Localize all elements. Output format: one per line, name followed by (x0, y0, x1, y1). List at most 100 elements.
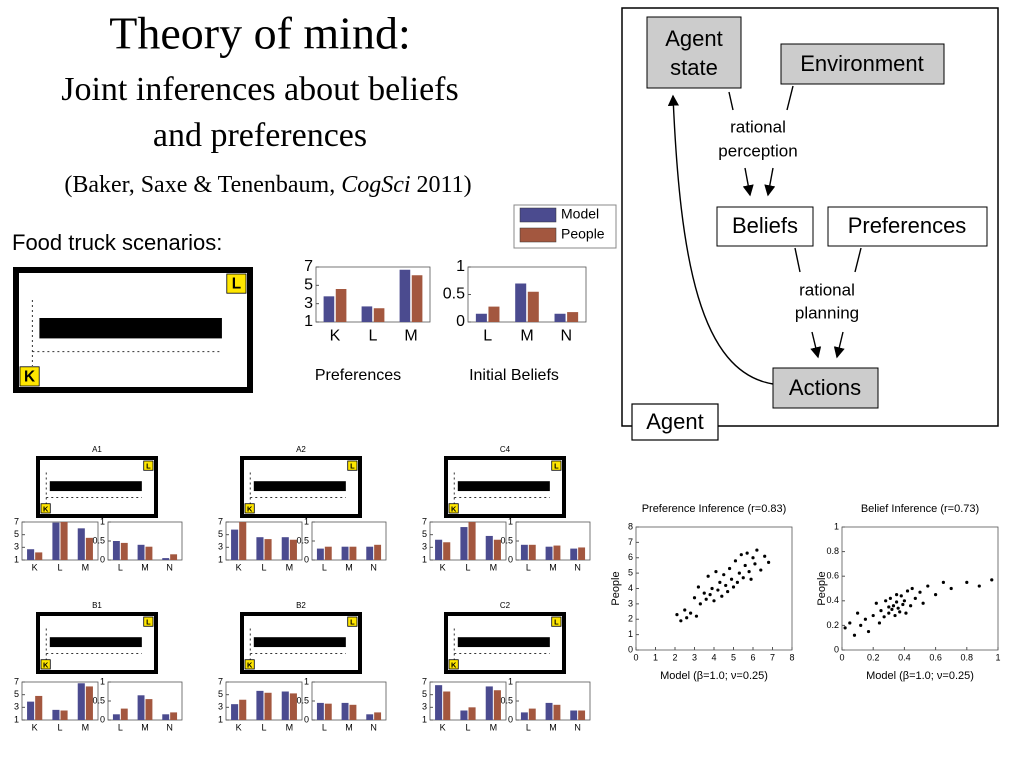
map-marker (244, 659, 255, 670)
chart-frame (515, 521, 591, 561)
y-tick-label: 5 (218, 529, 223, 539)
bar (170, 554, 178, 560)
arrow (833, 331, 845, 359)
bar (52, 522, 60, 560)
map-marker-label: L (554, 462, 559, 471)
y-tick-label: 0.5 (296, 535, 309, 545)
bar (27, 701, 35, 720)
bar (323, 296, 335, 322)
bar (27, 549, 35, 560)
scatter-point (965, 580, 969, 584)
scatter-point (704, 597, 708, 601)
bar (52, 709, 60, 720)
y-tick-label: 1 (834, 521, 839, 531)
y-tick-label: 7 (422, 676, 427, 686)
subtitle: and preferences (153, 117, 367, 154)
scatter-point (874, 601, 878, 605)
scatter-point (887, 605, 891, 609)
scatter-point (941, 580, 946, 584)
bar (493, 539, 501, 560)
scatter-title: Belief Inference (r=0.73) (861, 503, 979, 515)
y-tick-label: 0.5 (296, 695, 309, 705)
scatter-point (934, 593, 938, 597)
x-tick-label: M (141, 562, 149, 572)
bar (493, 690, 501, 720)
container-label-box (631, 403, 719, 441)
bar (120, 542, 128, 560)
scatter-point (913, 596, 917, 600)
scatter-point (755, 548, 759, 552)
y-tick-label: 0.2 (826, 620, 839, 630)
legend-label: People (561, 226, 605, 242)
map-marker (40, 659, 51, 670)
edge (786, 85, 794, 111)
chart-frame (21, 681, 99, 721)
bar (366, 714, 374, 720)
map-marker (551, 460, 562, 471)
x-tick-label: M (82, 722, 90, 732)
scatter-point (891, 604, 896, 608)
y-tick-label: 0 (304, 714, 309, 724)
scatter-frame (841, 526, 999, 651)
y-tick-label: 7 (14, 516, 19, 526)
map-marker-label: K (24, 368, 35, 385)
y-axis-label: People (816, 571, 828, 605)
scatter-point (856, 611, 860, 615)
map-marker-label: K (43, 504, 49, 513)
bar (485, 686, 493, 720)
x-tick-label: L (261, 722, 266, 732)
bar (341, 702, 349, 720)
x-tick-label: N (166, 722, 173, 732)
bar (264, 692, 272, 720)
node-label: Beliefs (732, 213, 798, 238)
x-tick-label: M (286, 722, 294, 732)
bar (281, 691, 289, 720)
edge-label: rational (799, 280, 855, 299)
edge-label: perception (718, 141, 797, 160)
bar (85, 537, 93, 560)
map-marker (448, 659, 459, 670)
scenario-heading: Food truck scenarios: (12, 230, 222, 255)
scenario-label: B1 (92, 601, 102, 610)
scatter-point (747, 569, 751, 574)
bar (77, 683, 85, 720)
scatter-point (731, 585, 736, 589)
x-tick-label: 5 (731, 652, 736, 662)
x-tick-label: M (286, 562, 294, 572)
bar (475, 313, 487, 322)
bar (239, 699, 247, 720)
scatter-point (877, 621, 882, 625)
scatter-point (743, 563, 747, 568)
bar (520, 544, 528, 560)
citation-authors: (Baker, Saxe & Tenenbaum, (64, 172, 335, 198)
bar (85, 686, 93, 720)
y-tick-label: 5 (422, 689, 427, 699)
y-tick-label: 0.5 (500, 695, 513, 705)
node-box (827, 206, 988, 247)
bar (553, 545, 561, 560)
scatter-point (728, 566, 732, 571)
y-tick-label: 8 (628, 521, 633, 531)
scatter-point (759, 568, 763, 572)
bar (162, 714, 170, 720)
citation-journal: CogSci (341, 172, 410, 198)
map-marker-label: K (247, 660, 253, 669)
x-tick-label: M (549, 722, 557, 732)
map-marker-label: K (43, 660, 49, 669)
y-tick-label: 3 (422, 702, 427, 712)
scatter-point (904, 611, 908, 615)
y-axis-label: People (610, 571, 622, 605)
bar (231, 704, 239, 720)
y-tick-label: 0.5 (500, 535, 513, 545)
y-tick-label: 0 (456, 313, 465, 330)
bar (35, 695, 43, 720)
edge (728, 91, 734, 111)
bar (112, 541, 120, 560)
scatter-point (689, 611, 693, 615)
bar (145, 699, 153, 720)
scatter-point (895, 593, 899, 597)
x-tick-label: L (118, 722, 123, 732)
x-tick-label: M (404, 328, 417, 345)
bar (399, 269, 411, 322)
